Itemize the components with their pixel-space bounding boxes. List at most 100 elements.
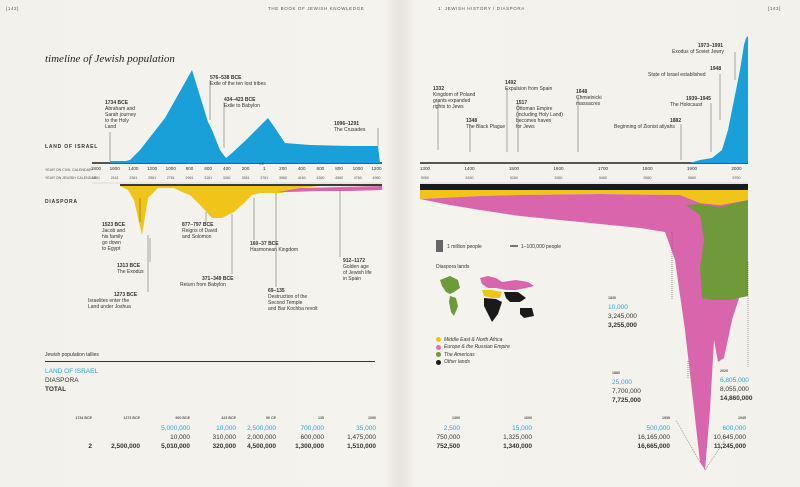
tally-year: 423 BCE <box>221 416 236 420</box>
axis-tick-civil: 1600 <box>553 166 564 171</box>
tally-land-value: 2,500,000 <box>247 425 276 432</box>
callout-total-value: 3,255,000 <box>608 322 637 329</box>
diaspora-mena-right <box>420 190 748 205</box>
diaspora-black-strip-left <box>120 184 382 186</box>
axis-civil-label: YEAR ON CIVIL CALENDAR <box>45 168 92 172</box>
axis-tick-jewish: 4360 <box>316 176 325 180</box>
callout-diaspora-value: 8,055,000 <box>720 386 749 393</box>
chart-title: timeline of Jewish population <box>45 53 175 65</box>
legend-swatch <box>436 352 441 357</box>
event-ottoman: 1517 Ottoman Empire (including Holy Land)… <box>516 100 563 130</box>
callout-year: 2020 <box>720 369 728 373</box>
tally-diaspora-value: 1,475,000 <box>347 434 376 441</box>
diaspora-americas-right <box>686 200 748 300</box>
axis-tick-civil: 1400 <box>464 166 475 171</box>
tally-diaspora-value: 750,000 <box>436 434 461 441</box>
event-holocaust: 1939–1945 The Holocaust <box>670 96 712 108</box>
event-soviet-exodus: 1973–1991 Exodus of Soviet Jewry <box>672 43 724 55</box>
axis-tick-civil: 1800 <box>642 166 653 171</box>
event-exodus: 1313 BCE The Exodus <box>117 263 144 275</box>
tally-total-value: 1,300,000 <box>295 443 324 450</box>
axis-tick-jewish: 3561 <box>241 176 250 180</box>
event-jacob-egypt: 1523 BCE Jacob and his family go down to … <box>102 222 126 252</box>
tally-total-value: 1,510,000 <box>347 443 376 450</box>
tally-year: 1090 <box>368 416 376 420</box>
tally-year: 1600 <box>524 416 532 420</box>
tally-land-value: 600,000 <box>722 425 747 432</box>
axis-tick-jewish: 3161 <box>204 176 213 180</box>
tallies-diaspora-label: DIASPORA <box>45 377 79 384</box>
event-ten-tribes: 576–538 BCE Exile of the ten lost tribes <box>210 75 266 87</box>
event-poland: 1332 Kingdom of Poland grants expanded ri… <box>433 86 476 110</box>
tally-land-value: 500,000 <box>646 425 671 432</box>
axis-tick-civil: 600 <box>204 166 213 171</box>
axis-tick-jewish: 2561 <box>148 176 157 180</box>
callout-land-value: 6,805,000 <box>720 377 749 384</box>
axis-tick-jewish: 5060 <box>421 176 429 180</box>
diaspora-mena-left <box>120 186 382 235</box>
event-joshua: 1273 BCE Israelites enter the Land under … <box>88 292 138 310</box>
axis-tick-jewish: 2761 <box>166 176 175 180</box>
page-number-right: [143] <box>768 6 782 11</box>
tally-year: 1945 <box>738 416 746 420</box>
event-return-babylon: 371–349 BCE Return from Babylon <box>180 276 234 288</box>
axis-tick-jewish: 1961 <box>92 176 100 180</box>
callout-total-value: 14,860,000 <box>720 395 753 402</box>
axis-tick-civil: 1 <box>263 166 266 171</box>
tally-year: 1273 BCE <box>123 416 140 420</box>
event-spain-expulsion: 1492 Expulsion from Spain <box>505 80 553 92</box>
diaspora-label: DIASPORA <box>45 199 78 205</box>
tallies-land-label: LAND OF ISRAEL <box>45 368 99 375</box>
axis-tick-jewish: 5160 <box>465 176 474 180</box>
axis-tick-civil: 1600 <box>109 166 120 171</box>
axis-tick-civil: 1200 <box>371 166 382 171</box>
tally-total-value: 11,245,000 <box>713 443 746 450</box>
axis-tick-civil: 400 <box>223 166 231 171</box>
callout-year: 1880 <box>612 371 620 375</box>
axis-tick-civil: 200 <box>279 166 287 171</box>
event-zionist-aliyahs: 1882 Beginning of Zionist aliyahs <box>614 118 682 130</box>
axis-tick-jewish: 5260 <box>510 176 518 180</box>
event-hasmonean: 160–37 BCE Hasmonean Kingdom <box>250 241 299 253</box>
page-number-left: [142] <box>6 6 20 11</box>
tally-land-value: 10,000 <box>216 425 236 432</box>
tally-year: 900 BCE <box>175 416 190 420</box>
axis-tick-jewish: 3361 <box>222 176 231 180</box>
tally-year: 50 CE <box>266 416 276 420</box>
legend-swatch <box>436 359 441 365</box>
axis-tick-civil: 400 <box>297 166 306 171</box>
axis-tick-jewish: 5760 <box>732 176 741 180</box>
event-golden-age-spain: 912–1172 Golden age of Jewish life in Spa… <box>343 258 372 282</box>
diaspora-europe-right <box>420 194 748 470</box>
tally-year: 135 <box>318 416 324 420</box>
callout-land-value: 10,000 <box>608 304 628 311</box>
axis-tick-jewish: 4760 <box>353 176 362 180</box>
event-chmielnicki: 1648 Chmielnicki massacres <box>576 89 602 107</box>
book-title: THE BOOK OF JEWISH KNOWLEDGE <box>268 6 365 11</box>
callout-diaspora-value: 7,700,000 <box>612 388 641 395</box>
tally-total-value: 2 <box>88 443 92 450</box>
callout-land-value: 25,000 <box>612 379 632 386</box>
tally-diaspora-value: 600,000 <box>300 434 325 441</box>
israel-area-left <box>110 70 380 163</box>
axis-tick-jewish: 2161 <box>110 176 119 180</box>
legend-million-label: 1 million people <box>447 244 482 250</box>
axis-tick-civil: 1400 <box>128 166 139 171</box>
axis-tick-civil: 200 <box>241 166 250 171</box>
legend-lands-title: Diaspora lands <box>436 264 470 270</box>
axis-tick-civil: 1300 <box>419 166 431 171</box>
event-israel-established: 1948 State of Israel established <box>648 66 722 78</box>
axis-tick-civil: 1200 <box>146 166 158 171</box>
event-abraham: 1734 BCE Abraham and Sarah journey to the… <box>105 100 137 130</box>
tally-total-value: 320,000 <box>212 443 237 450</box>
axis-tick-jewish: 4960 <box>372 176 381 180</box>
axis-tick-jewish: 2361 <box>129 176 138 180</box>
tallies-heading: Jewish population tallies <box>45 352 99 358</box>
event-crusades: 1096–1291 The Crusades <box>334 121 366 133</box>
event-babylon-exile: 434–423 BCE Exile to Babylon <box>224 97 260 109</box>
legend-million-swatch <box>436 240 443 252</box>
axis-tick-civil: 1700 <box>597 166 609 171</box>
diaspora-black-strip-right <box>420 184 748 190</box>
